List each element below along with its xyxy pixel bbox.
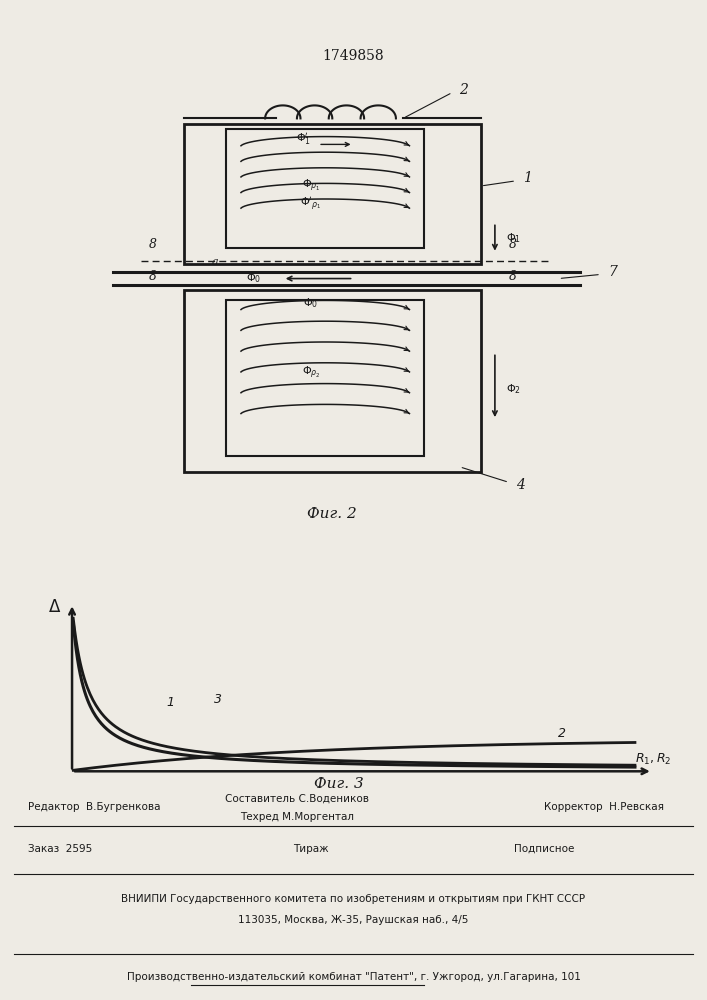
- Text: Техред М.Моргентал: Техред М.Моргентал: [240, 812, 354, 822]
- Text: $\Delta$: $\Delta$: [47, 598, 61, 616]
- Bar: [184, 290, 481, 472]
- Text: 4: 4: [516, 478, 525, 492]
- Text: Заказ  2595: Заказ 2595: [28, 844, 93, 854]
- Text: Подписное: Подписное: [514, 844, 575, 854]
- Text: $\Phi_2$: $\Phi_2$: [506, 382, 520, 396]
- Text: Составитель С.Водеников: Составитель С.Водеников: [225, 793, 369, 803]
- Bar: [226, 129, 424, 248]
- Text: 7: 7: [608, 265, 617, 279]
- Text: a: a: [212, 257, 218, 267]
- Text: 2: 2: [460, 83, 469, 97]
- Text: 1: 1: [167, 696, 175, 709]
- Text: Редактор  В.Бугренкова: Редактор В.Бугренкова: [28, 802, 160, 812]
- Text: 3: 3: [214, 693, 222, 706]
- Text: 1749858: 1749858: [322, 49, 385, 63]
- Text: 8: 8: [509, 270, 517, 283]
- Bar: [226, 300, 424, 456]
- Text: $\Phi_{\rho_1}$: $\Phi_{\rho_1}$: [302, 178, 320, 194]
- Bar: [184, 124, 481, 264]
- Text: $\Phi_0$: $\Phi_0$: [303, 296, 319, 310]
- Text: $\Phi_{\rho_2}$: $\Phi_{\rho_2}$: [302, 365, 320, 381]
- Text: 2: 2: [558, 727, 566, 740]
- Text: Фиг. 3: Фиг. 3: [314, 777, 363, 791]
- Text: $R_1,R_2$: $R_1,R_2$: [635, 752, 671, 767]
- Text: 8: 8: [148, 270, 156, 283]
- Text: 8: 8: [509, 238, 517, 251]
- Text: Фиг. 2: Фиг. 2: [308, 507, 357, 521]
- Text: ВНИИПИ Государственного комитета по изобретениям и открытиям при ГКНТ СССР: ВНИИПИ Государственного комитета по изоб…: [122, 894, 585, 904]
- Text: $\Phi_1'$: $\Phi_1'$: [296, 131, 312, 147]
- Text: Производственно-издательский комбинат "Патент", г. Ужгород, ул.Гагарина, 101: Производственно-издательский комбинат "П…: [127, 972, 580, 982]
- Text: Тираж: Тираж: [293, 844, 329, 854]
- Text: Корректор  Н.Ревская: Корректор Н.Ревская: [544, 802, 665, 812]
- Text: 1: 1: [523, 171, 532, 185]
- Text: $\Phi_1$: $\Phi_1$: [506, 231, 520, 245]
- Text: $\Phi_0$: $\Phi_0$: [246, 272, 262, 285]
- Text: 8: 8: [148, 238, 156, 251]
- Text: $\Phi'_{\rho_1}$: $\Phi'_{\rho_1}$: [300, 196, 322, 213]
- Text: 113035, Москва, Ж-35, Раушская наб., 4/5: 113035, Москва, Ж-35, Раушская наб., 4/5: [238, 915, 469, 925]
